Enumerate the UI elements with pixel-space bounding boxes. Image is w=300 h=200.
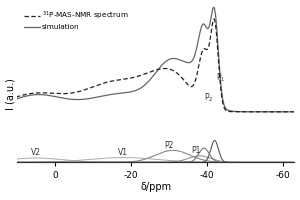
Y-axis label: I (a.u.): I (a.u.) [6,78,16,110]
Text: V2: V2 [31,148,41,157]
Legend: $^{31}$P-MAS-NMR spectrum, simulation: $^{31}$P-MAS-NMR spectrum, simulation [23,9,130,31]
Text: P1: P1 [191,146,200,155]
Text: V1: V1 [118,148,128,157]
X-axis label: δ/ppm: δ/ppm [140,182,171,192]
Text: P$_1$: P$_1$ [215,72,225,84]
Text: P2: P2 [164,141,174,150]
Text: P$_2$: P$_2$ [204,91,214,104]
